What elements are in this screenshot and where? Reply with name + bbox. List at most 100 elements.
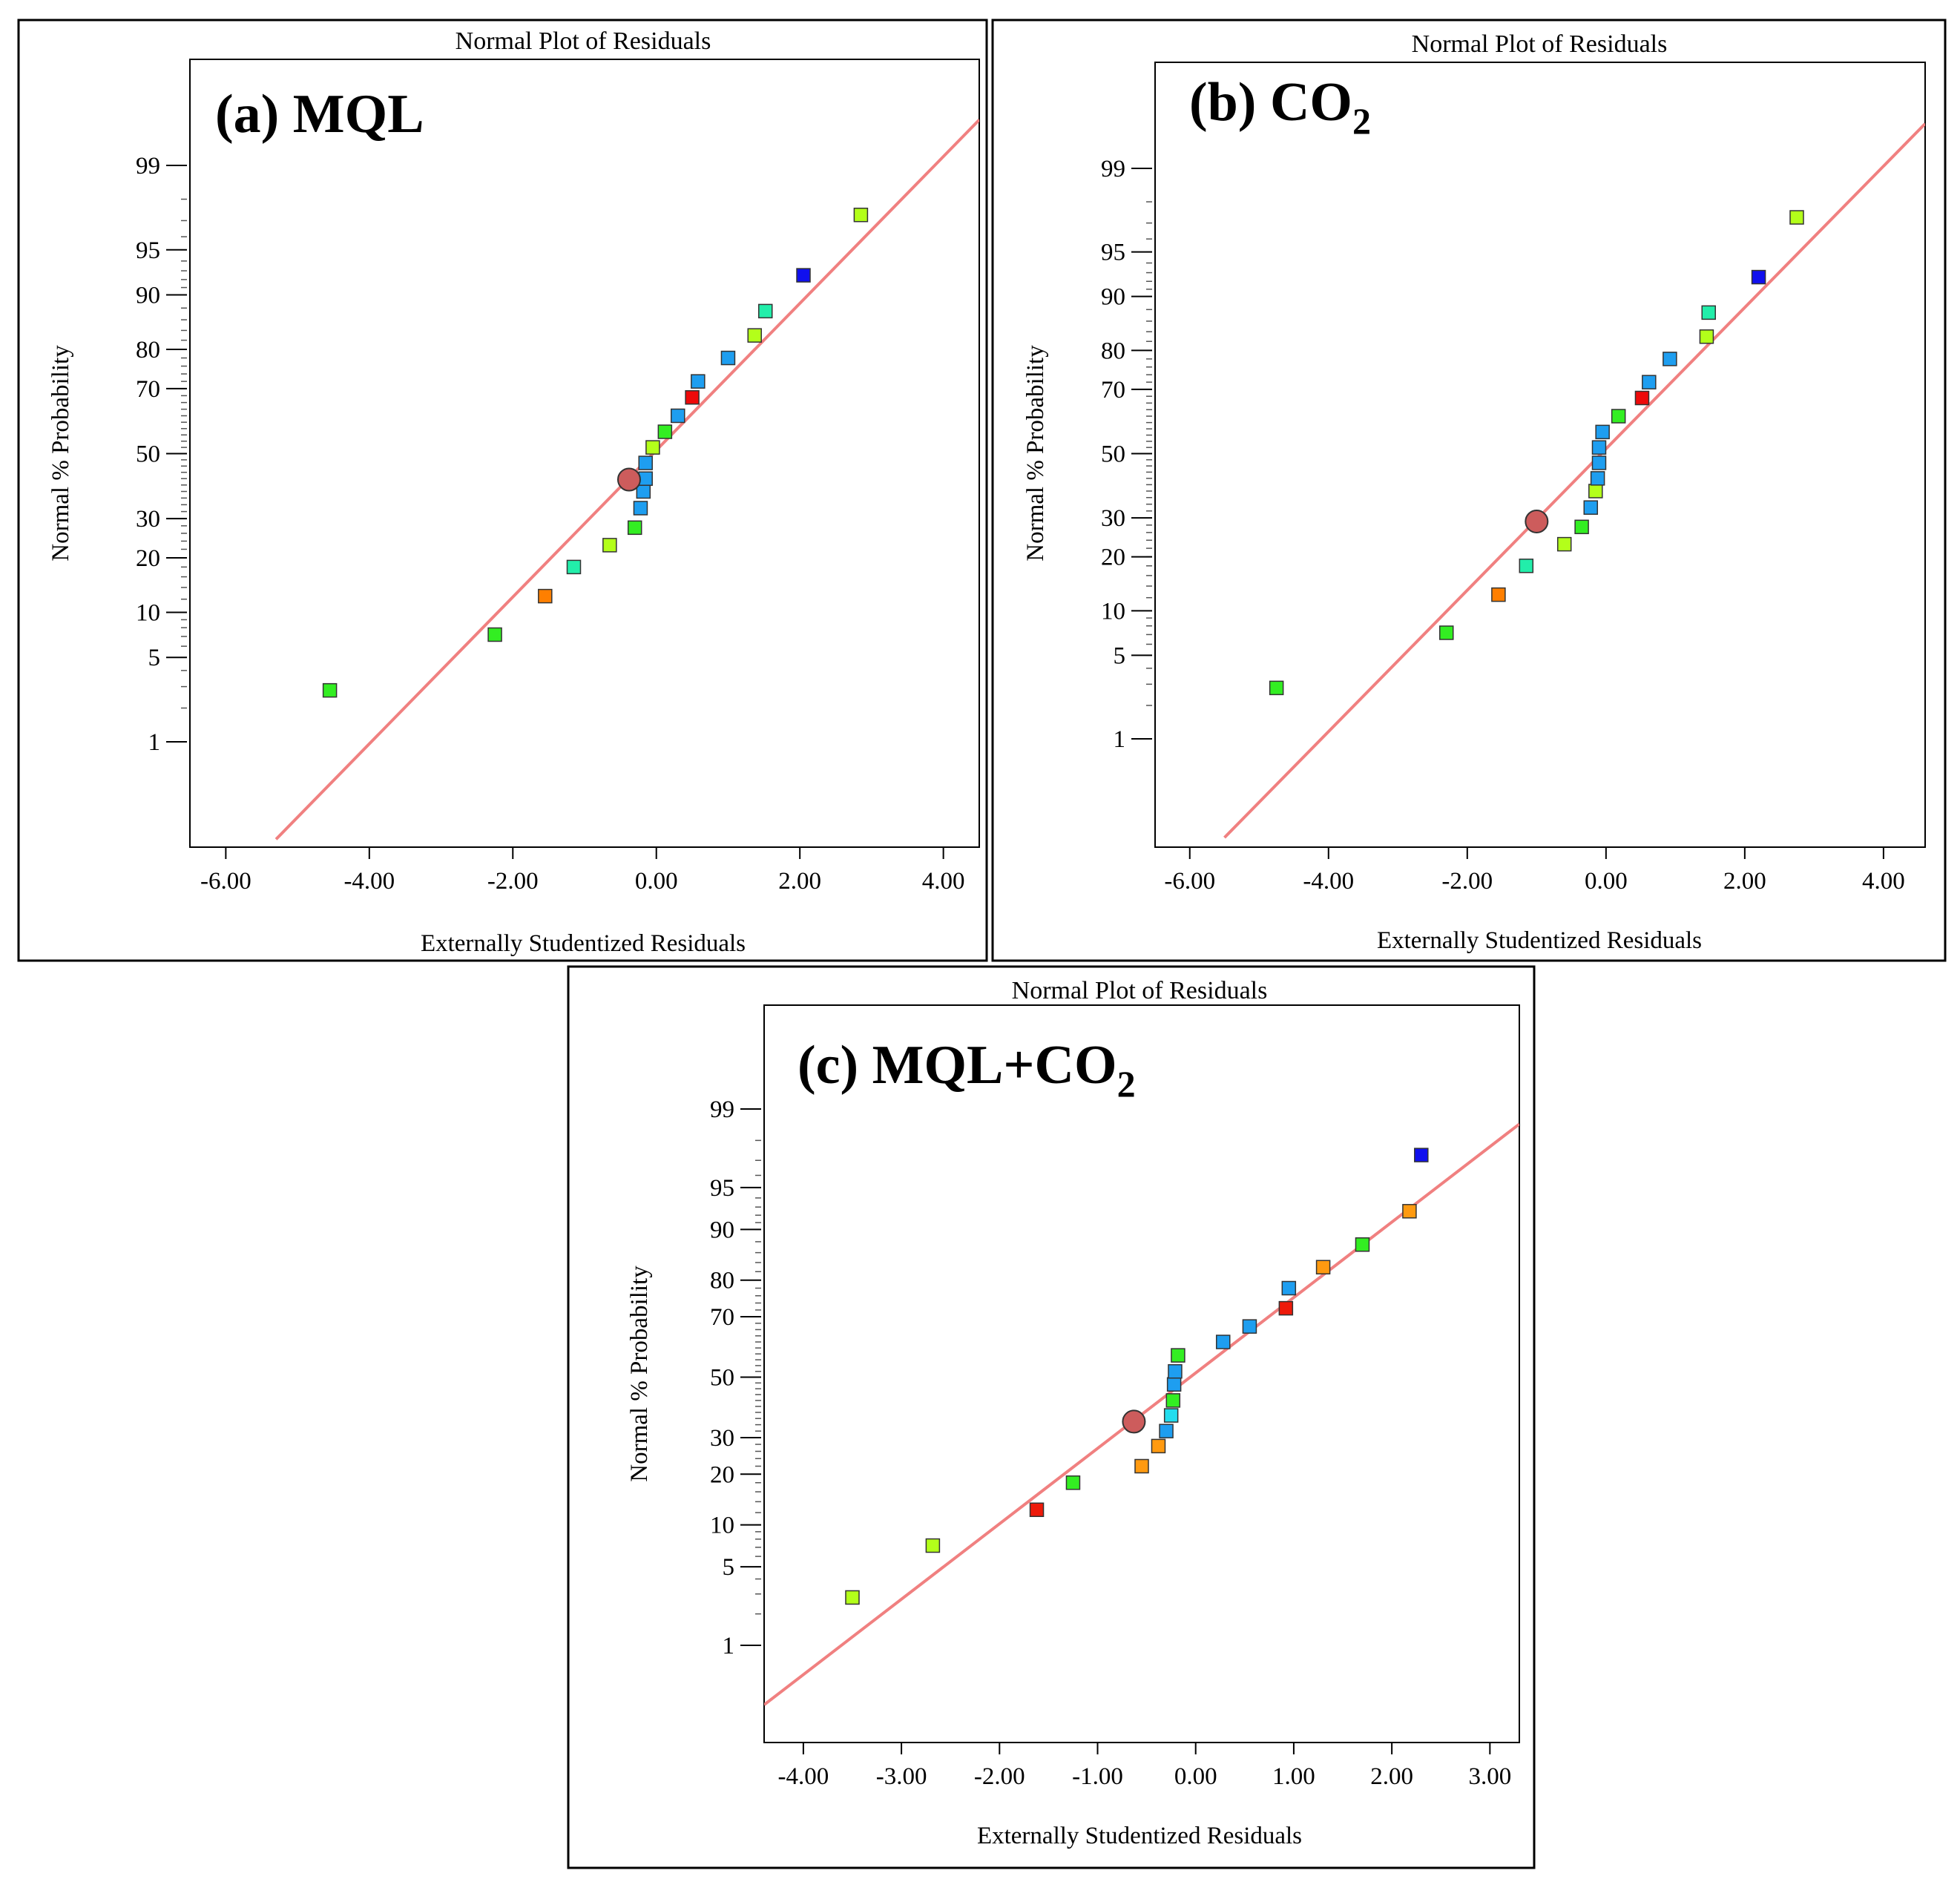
panel-b-title: Normal Plot of Residuals xyxy=(1412,30,1668,58)
x-tick-label: -2.00 xyxy=(974,1763,1025,1790)
highlight-point xyxy=(1122,1409,1146,1434)
y-tick-label: 1 xyxy=(1114,726,1126,753)
panel-a-points xyxy=(322,207,869,698)
y-tick-label: 30 xyxy=(710,1425,734,1452)
x-tick-label: -2.00 xyxy=(1441,868,1493,895)
data-point xyxy=(638,455,653,470)
data-point xyxy=(1642,375,1657,389)
data-point xyxy=(1591,440,1607,455)
data-point xyxy=(1699,329,1714,344)
data-point xyxy=(566,559,582,575)
data-point xyxy=(1278,1300,1294,1316)
data-point xyxy=(1166,1377,1182,1392)
panel-a-plot-area xyxy=(189,59,980,848)
data-point xyxy=(1595,424,1610,440)
highlight-point xyxy=(616,467,641,492)
y-tick-label: 99 xyxy=(1101,156,1125,182)
data-point xyxy=(657,424,673,439)
y-tick-label: 50 xyxy=(1101,441,1125,468)
panel-a-y-axis-label: Normal % Probability xyxy=(47,345,74,562)
y-tick-label: 95 xyxy=(1101,240,1125,266)
panel-c: Normal Plot of Residuals (c) MQL+CO2 151… xyxy=(567,965,1536,1869)
data-point xyxy=(1134,1458,1149,1474)
panel-a: Normal Plot of Residuals (a) MQL 1 5 10 20 3… xyxy=(17,19,988,962)
y-tick-label: 10 xyxy=(136,600,160,627)
y-tick-label: 30 xyxy=(136,506,160,533)
data-point xyxy=(627,520,642,536)
panel-c-y-axis-label: Normal % Probability xyxy=(626,1266,653,1482)
panel-b-points xyxy=(1269,210,1804,696)
data-point xyxy=(685,389,700,405)
panel-a-x-axis: -6.00 -4.00 -2.00 0.00 2.00 4.00 xyxy=(200,847,965,895)
data-point xyxy=(1168,1363,1183,1379)
y-tick-label: 50 xyxy=(710,1365,734,1392)
y-tick-label: 70 xyxy=(1101,377,1125,404)
data-point xyxy=(1583,500,1599,515)
panel-c-label-sub: 2 xyxy=(1117,1063,1136,1105)
data-point xyxy=(1751,269,1766,285)
data-point xyxy=(1491,587,1506,602)
data-point xyxy=(1611,409,1626,424)
x-tick-label: -4.00 xyxy=(1303,868,1354,895)
panel-b-label-sub: 2 xyxy=(1352,100,1371,142)
data-point xyxy=(487,627,502,642)
y-tick-label: 95 xyxy=(710,1175,734,1202)
y-tick-label: 20 xyxy=(136,545,160,572)
panel-a-label-main: (a) MQL xyxy=(215,84,424,145)
y-tick-label: 5 xyxy=(148,645,161,671)
x-tick-label: -4.00 xyxy=(343,868,395,895)
data-point xyxy=(1029,1502,1045,1518)
panel-c-label-main: (c) MQL+CO xyxy=(798,1035,1117,1096)
y-tick-label: 90 xyxy=(710,1217,734,1243)
data-point xyxy=(845,1590,860,1605)
data-point xyxy=(1701,305,1716,320)
x-tick-label: 3.00 xyxy=(1468,1763,1511,1790)
panel-a-frame xyxy=(17,19,988,962)
panel-c-x-axis: -4.00 -3.00 -2.00 -1.00 0.00 1.00 2.00 3.00 xyxy=(778,1743,1511,1790)
panel-b-y-axis: 1 5 10 20 30 50 70 80 90 95 99 xyxy=(1101,156,1152,753)
data-point xyxy=(538,588,553,604)
y-tick-label: 80 xyxy=(1101,338,1125,364)
data-point xyxy=(925,1538,941,1553)
data-point xyxy=(1171,1348,1185,1363)
panel-b-x-axis-label: Externally Studentized Residuals xyxy=(1377,927,1702,954)
data-point xyxy=(1588,484,1603,498)
y-tick-label: 30 xyxy=(1101,505,1125,532)
y-tick-label: 10 xyxy=(710,1513,734,1539)
x-tick-label: 0.00 xyxy=(635,868,678,895)
y-tick-label: 95 xyxy=(136,237,160,264)
y-tick-label: 20 xyxy=(1101,544,1125,571)
x-tick-label: 4.00 xyxy=(1862,868,1905,895)
panel-c-points xyxy=(845,1148,1429,1605)
panel-b-y-minor-ticks xyxy=(1146,168,1152,740)
panel-b-label: (b) CO2 xyxy=(1189,72,1371,142)
y-tick-label: 5 xyxy=(1114,642,1126,669)
data-point xyxy=(720,350,736,366)
data-point xyxy=(1165,1393,1181,1408)
x-tick-label: 2.00 xyxy=(778,868,821,895)
x-tick-label: -6.00 xyxy=(1164,868,1215,895)
panel-b-label-main: (b) CO xyxy=(1189,72,1352,133)
y-tick-label: 90 xyxy=(136,282,160,309)
x-tick-label: 0.00 xyxy=(1174,1763,1217,1790)
panel-b-fit-line-layer xyxy=(1223,122,1925,839)
data-point xyxy=(322,682,338,698)
data-point xyxy=(1163,1408,1179,1423)
data-point xyxy=(1215,1335,1231,1349)
panel-c-title: Normal Plot of Residuals xyxy=(1012,977,1268,1004)
data-point xyxy=(1355,1237,1370,1252)
panel-c-x-axis-label: Externally Studentized Residuals xyxy=(977,1823,1302,1849)
data-point xyxy=(1789,210,1804,225)
y-tick-label: 70 xyxy=(136,376,160,403)
y-tick-label: 20 xyxy=(710,1461,734,1488)
data-point xyxy=(1519,559,1534,573)
panel-b-frame xyxy=(991,19,1947,962)
data-point xyxy=(1281,1280,1297,1296)
data-point xyxy=(602,538,617,553)
x-tick-label: -6.00 xyxy=(200,868,251,895)
panel-a-y-axis: 1 5 10 20 30 50 70 80 90 95 99 xyxy=(136,153,187,756)
panel-b-x-axis: -6.00 -4.00 -2.00 0.00 2.00 4.00 xyxy=(1164,847,1905,895)
y-tick-label: 50 xyxy=(136,441,160,468)
data-point xyxy=(1242,1319,1257,1334)
data-point xyxy=(633,501,648,516)
